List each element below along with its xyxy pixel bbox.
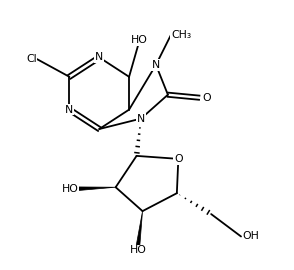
Text: Cl: Cl	[26, 54, 36, 64]
Text: N: N	[65, 105, 74, 115]
Text: HO: HO	[130, 245, 146, 255]
Text: N: N	[152, 60, 160, 70]
Text: OH: OH	[243, 231, 259, 241]
Text: O: O	[174, 154, 183, 164]
Text: O: O	[203, 93, 211, 103]
Text: N: N	[137, 114, 145, 124]
Polygon shape	[136, 211, 143, 246]
Text: N: N	[95, 52, 103, 62]
Text: HO: HO	[61, 184, 78, 194]
Polygon shape	[78, 187, 116, 191]
Text: CH₃: CH₃	[171, 30, 191, 40]
Text: HO: HO	[131, 35, 148, 45]
